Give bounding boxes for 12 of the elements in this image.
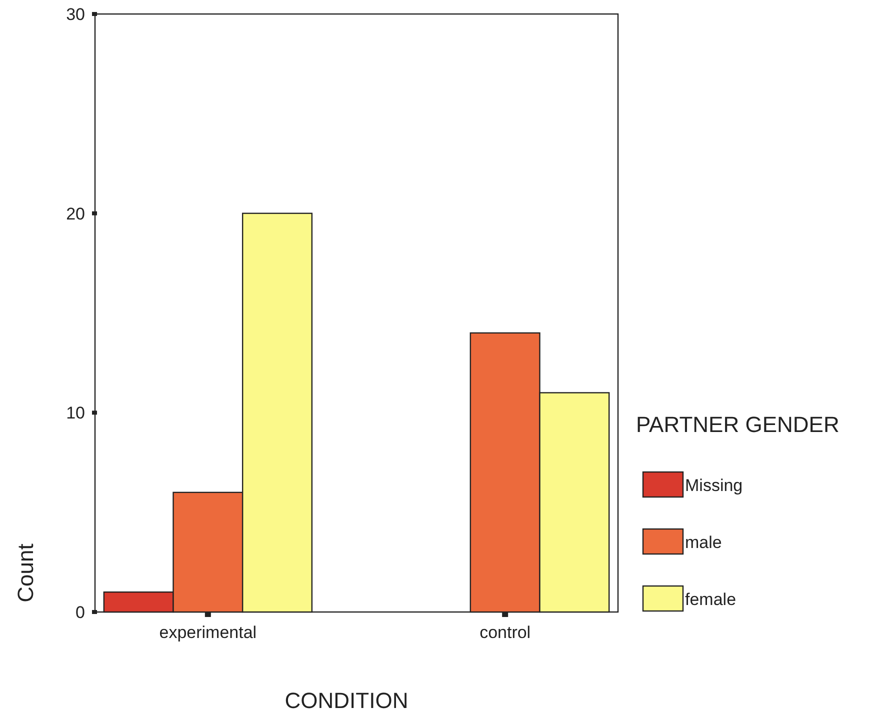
x-tick-label: experimental: [159, 623, 257, 642]
legend-label: male: [685, 532, 722, 552]
legend-title: PARTNER GENDER: [636, 412, 840, 437]
y-axis-title: Count: [13, 544, 38, 602]
y-tick-label: 20: [66, 204, 85, 224]
x-tick-label: control: [480, 623, 531, 642]
legend-label: female: [685, 590, 736, 609]
y-tick-label: 0: [76, 602, 85, 622]
y-tick-label: 30: [66, 4, 85, 24]
y-tick-label: 10: [66, 404, 85, 423]
legend-label: Missing: [685, 476, 743, 495]
x-axis-title: CONDITION: [284, 688, 408, 713]
